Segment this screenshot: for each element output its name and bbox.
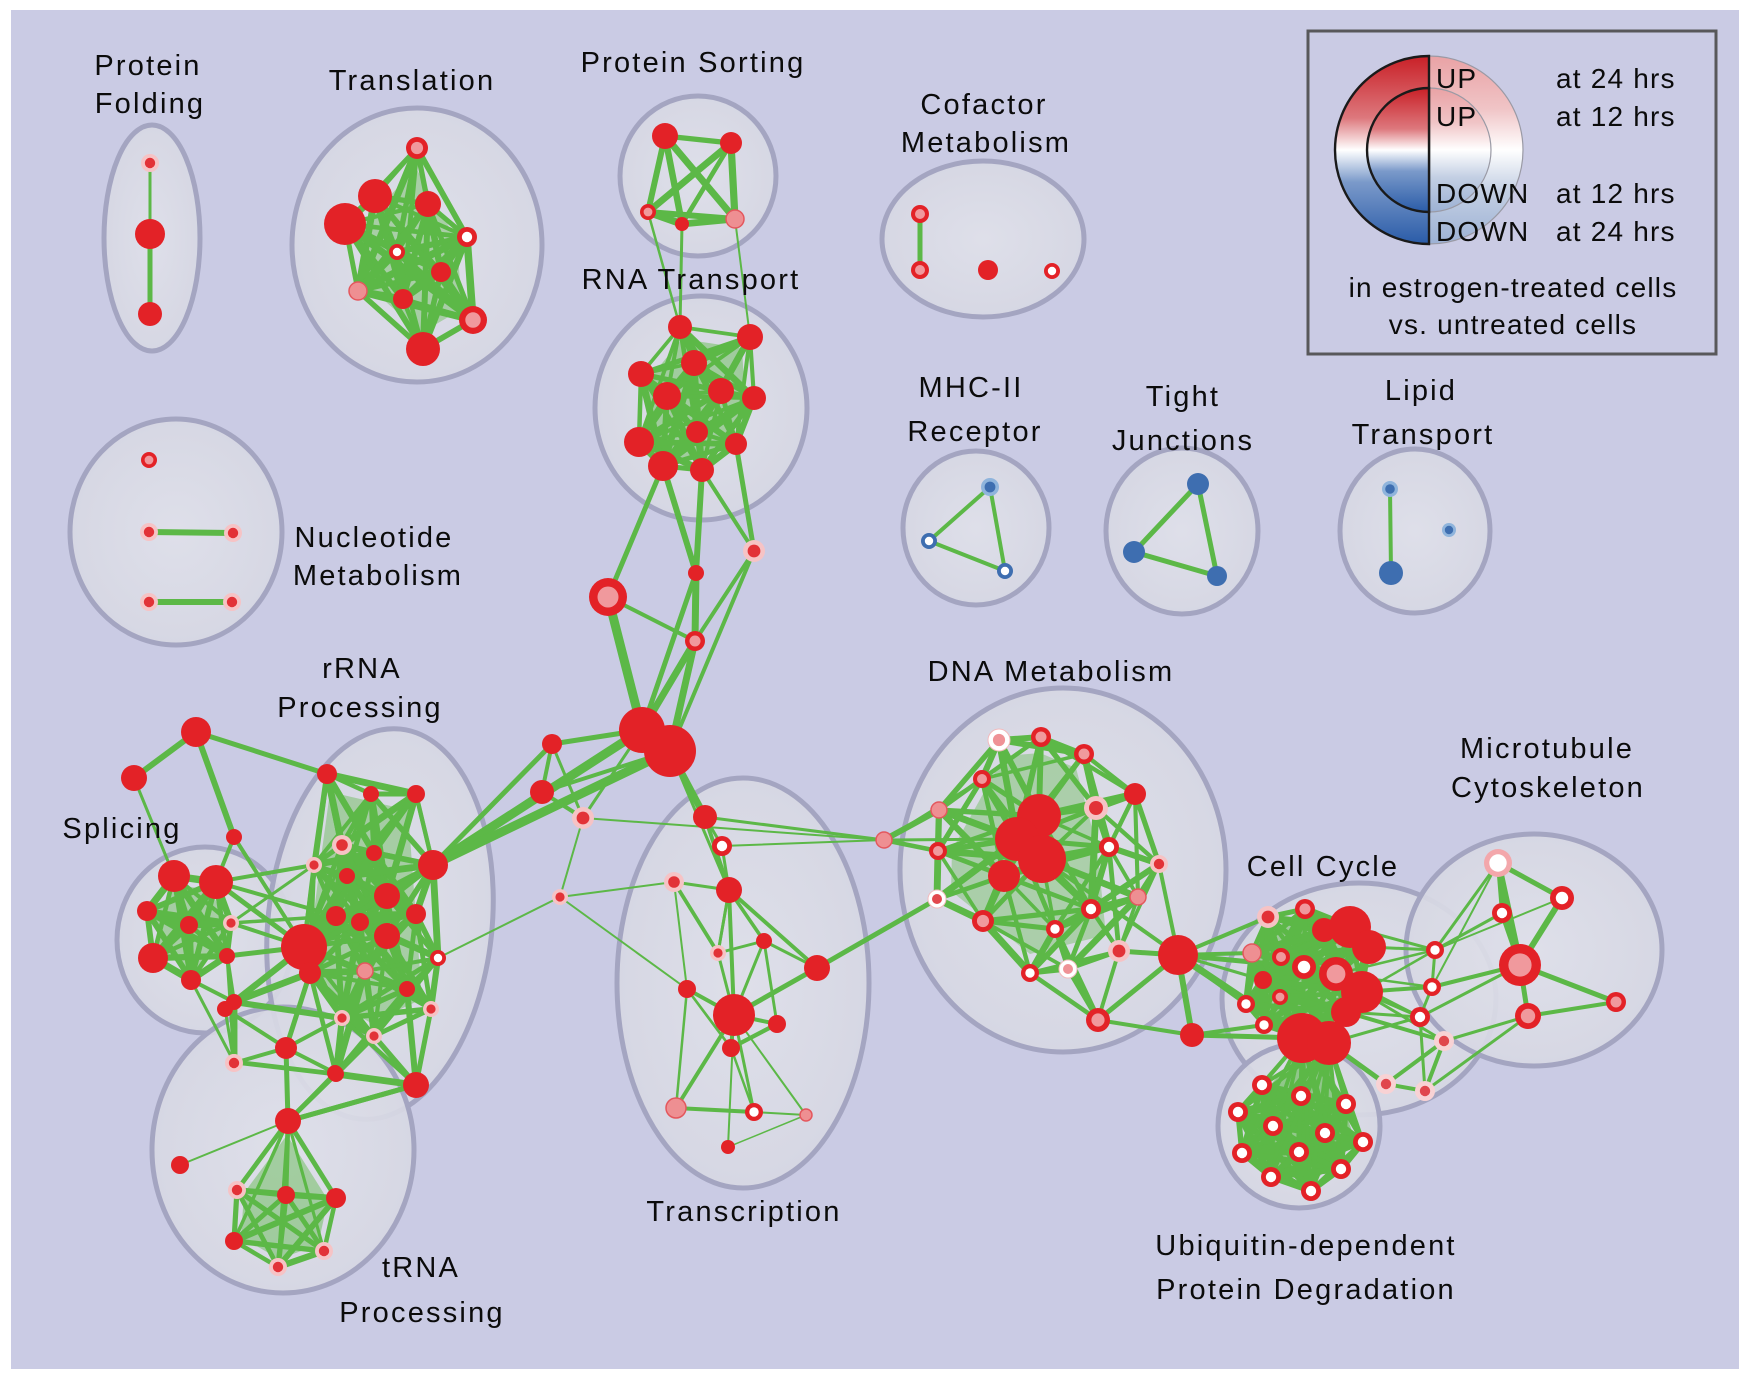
svg-text:Transcription: Transcription	[646, 1196, 841, 1228]
svg-text:Transport: Transport	[1352, 419, 1495, 451]
svg-text:at 12 hrs: at 12 hrs	[1556, 178, 1676, 209]
svg-text:Splicing: Splicing	[62, 813, 181, 845]
svg-text:Junctions: Junctions	[1112, 425, 1254, 457]
svg-text:Microtubule: Microtubule	[1460, 733, 1634, 765]
svg-text:Tight: Tight	[1146, 381, 1220, 413]
svg-text:Protein Degradation: Protein Degradation	[1156, 1274, 1456, 1306]
svg-text:Folding: Folding	[95, 88, 206, 120]
svg-text:Cofactor: Cofactor	[920, 89, 1047, 121]
svg-text:at 12 hrs: at 12 hrs	[1556, 101, 1676, 132]
svg-text:Metabolism: Metabolism	[293, 560, 463, 592]
svg-text:DOWN: DOWN	[1436, 216, 1529, 247]
svg-text:DOWN: DOWN	[1436, 178, 1529, 209]
svg-text:RNA Transport: RNA Transport	[582, 264, 801, 296]
svg-text:Nucleotide: Nucleotide	[294, 522, 453, 554]
svg-text:Processing: Processing	[277, 692, 442, 724]
svg-text:at 24 hrs: at 24 hrs	[1556, 63, 1676, 94]
svg-text:tRNA: tRNA	[382, 1252, 460, 1284]
svg-text:Protein: Protein	[94, 50, 201, 82]
svg-text:Protein Sorting: Protein Sorting	[581, 47, 806, 79]
svg-text:MHC-II: MHC-II	[918, 372, 1023, 404]
svg-text:Cytoskeleton: Cytoskeleton	[1451, 772, 1645, 804]
svg-text:rRNA: rRNA	[322, 653, 402, 685]
svg-text:vs. untreated cells: vs. untreated cells	[1389, 309, 1637, 340]
svg-text:Cell Cycle: Cell Cycle	[1247, 851, 1400, 883]
svg-text:Metabolism: Metabolism	[901, 127, 1071, 159]
svg-text:Translation: Translation	[329, 65, 496, 97]
svg-text:DNA Metabolism: DNA Metabolism	[928, 656, 1175, 688]
svg-text:Lipid: Lipid	[1385, 375, 1457, 407]
svg-text:Receptor: Receptor	[907, 416, 1042, 448]
svg-text:UP: UP	[1436, 101, 1477, 132]
svg-text:Ubiquitin-dependent: Ubiquitin-dependent	[1155, 1230, 1456, 1262]
svg-text:Processing: Processing	[339, 1297, 504, 1329]
svg-text:in estrogen-treated cells: in estrogen-treated cells	[1349, 272, 1678, 303]
svg-text:at 24 hrs: at 24 hrs	[1556, 216, 1676, 247]
svg-text:UP: UP	[1436, 63, 1477, 94]
